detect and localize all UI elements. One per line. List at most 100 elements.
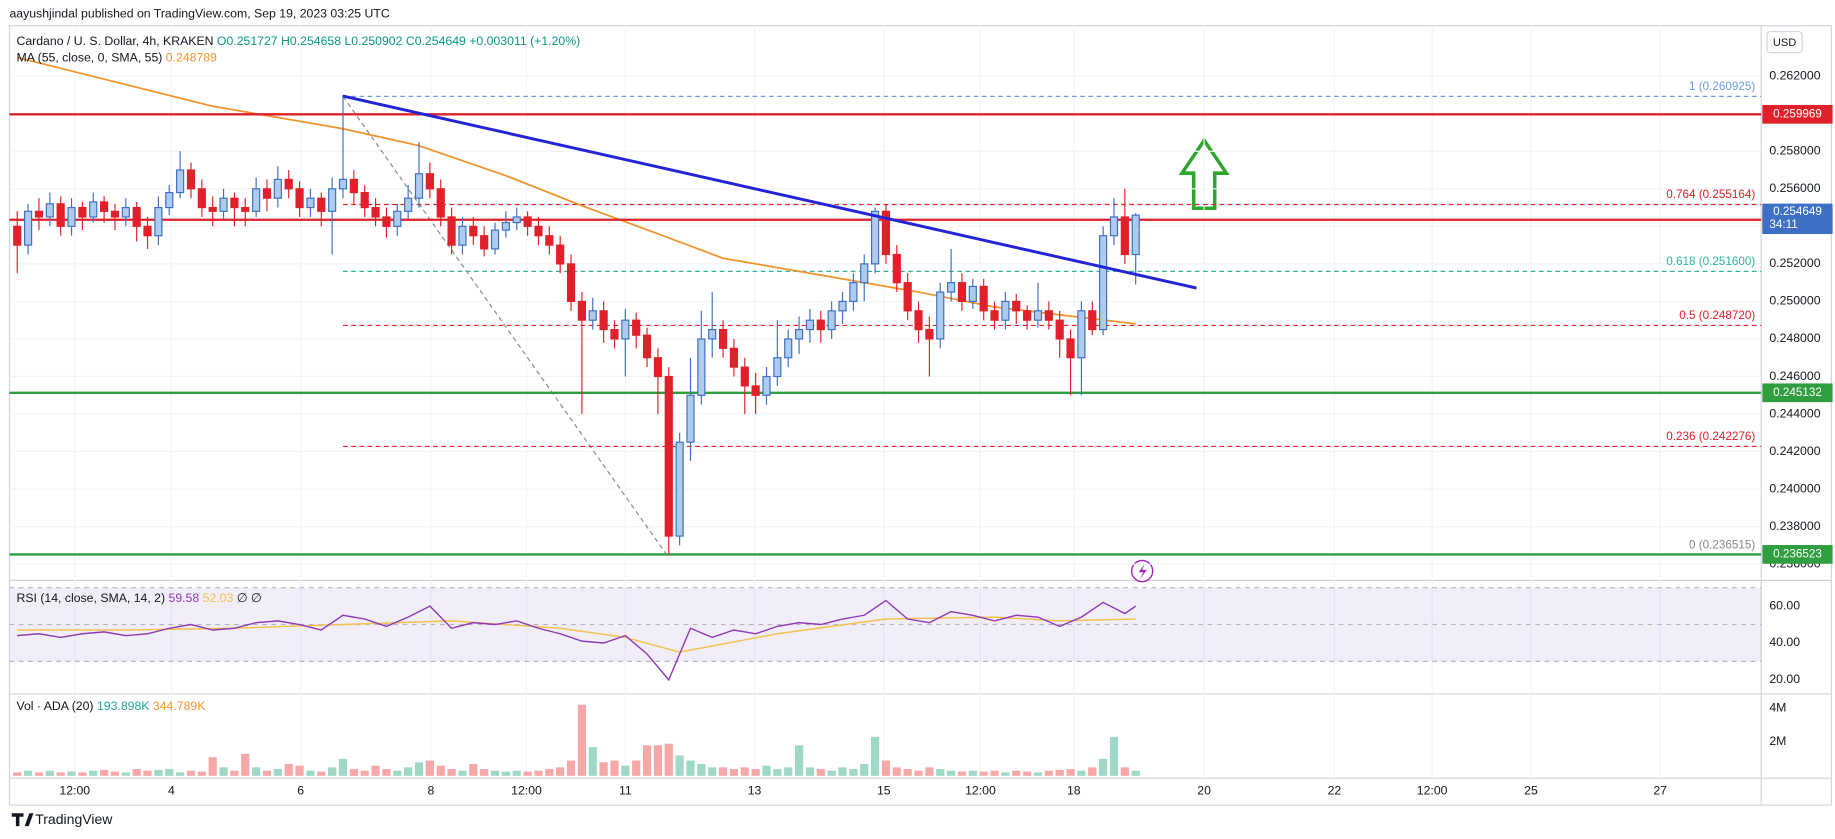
x-tick-label: 12:00 (511, 783, 542, 797)
volume-value: 193.898K (97, 699, 150, 713)
candle-body (501, 222, 510, 231)
candle-body (262, 188, 272, 199)
candle-body (490, 229, 500, 250)
volume-bar (186, 770, 196, 776)
volume-bar (610, 760, 619, 776)
candle-body (208, 206, 217, 212)
volume-tick-label: 2M (1769, 734, 1786, 748)
volume-bar (230, 770, 239, 776)
volume-bar (176, 772, 185, 776)
candle-body (1033, 310, 1043, 321)
volume-bar (762, 765, 771, 776)
x-tick-label: 12:00 (1417, 783, 1448, 797)
volume-bar (393, 770, 402, 776)
volume-bar (1120, 767, 1129, 776)
candle-body (132, 206, 141, 227)
candle-body (1077, 310, 1086, 359)
footer-brand: TradingView (35, 811, 113, 827)
rsi-tick-label: 20.00 (1769, 672, 1800, 686)
y-tick-label: 0.246000 (1769, 369, 1820, 383)
price-tag-value: 0.254649 (1773, 205, 1822, 218)
volume-bar (501, 771, 510, 776)
candle-body (100, 201, 109, 212)
candle-body (708, 328, 717, 340)
volume-bar (295, 765, 304, 776)
ma-value: 0.248789 (166, 51, 217, 65)
fib-label: 0.5 (0.248720) (1679, 309, 1755, 322)
currency-button[interactable] (1766, 31, 1803, 54)
candle-body (1055, 319, 1064, 340)
volume-bar (414, 762, 424, 776)
volume-bar (903, 769, 912, 776)
candle-body (729, 347, 739, 368)
volume-bar (56, 772, 65, 776)
candle-body (1066, 338, 1075, 359)
volume-bar (957, 771, 967, 776)
volume-bar (34, 772, 44, 776)
volume-bar (317, 771, 326, 776)
fib-connector (342, 96, 668, 555)
volume-bar (697, 763, 706, 776)
x-tick-label: 27 (1653, 783, 1667, 797)
volume-bar (545, 769, 554, 776)
candle-body (219, 197, 228, 212)
candle-body (947, 282, 956, 293)
volume-bar (566, 760, 576, 776)
volume-bar (708, 767, 717, 776)
volume-bar (577, 704, 586, 776)
volume-bar (773, 769, 782, 776)
candle-body (56, 203, 65, 227)
candle-body (89, 201, 98, 218)
candle-body (295, 188, 304, 209)
ohlc-values: O0.251727 H0.254658 L0.250902 C0.254649 … (217, 34, 580, 48)
candle-body (762, 375, 771, 396)
x-tick-label: 25 (1524, 783, 1538, 797)
candle-body (870, 210, 880, 265)
volume-bar (881, 760, 891, 776)
y-tick-label: 0.258000 (1769, 144, 1820, 158)
volume-bar (556, 767, 565, 776)
x-tick-label: 18 (1067, 783, 1081, 797)
volume-bar (805, 767, 815, 776)
volume-bar (642, 745, 652, 776)
volume-bar (1001, 772, 1010, 776)
candle-body (306, 197, 315, 209)
candle-body (664, 375, 673, 537)
volume-bar (360, 770, 369, 776)
fib-label: 0 (0.236515) (1689, 538, 1755, 551)
candle-body (176, 169, 185, 194)
candle-body (241, 206, 250, 212)
volume-bar (1066, 769, 1075, 776)
ma-legend: MA (55, close, 0, SMA, 55) 0.248789 (16, 51, 217, 65)
candle-body (480, 235, 489, 250)
candle-body (393, 210, 402, 227)
volume-bar (1033, 772, 1043, 776)
chart-frame (8, 25, 1832, 806)
volume-bar (23, 770, 33, 776)
symbol-legend: Cardano / U. S. Dollar, 4h, KRAKEN O0.25… (16, 34, 580, 48)
volume-bar (1109, 736, 1119, 776)
logo (11, 813, 34, 827)
volume-bar (241, 753, 250, 776)
rsi-label: RSI (14, close, SMA, 14, 2) (16, 591, 165, 605)
x-tick-label: 12:00 (59, 783, 90, 797)
volume-bar (262, 770, 272, 776)
y-tick-label: 0.256000 (1769, 181, 1820, 195)
candle-body (273, 178, 282, 199)
volume-bar (664, 743, 673, 776)
candle-body (197, 188, 206, 209)
candle-body (588, 310, 597, 321)
y-tick-label: 0.242000 (1769, 444, 1820, 458)
volume-bar (729, 769, 739, 776)
candle-body (143, 225, 152, 237)
candle-body (751, 385, 760, 396)
volume-bar (1012, 770, 1021, 776)
volume-bar (990, 770, 999, 776)
x-tick-label: 8 (428, 783, 435, 797)
candle-body (632, 319, 641, 336)
candle-body (34, 210, 44, 218)
candle-body (1120, 216, 1129, 256)
x-tick-label: 11 (619, 783, 632, 797)
candle-body (610, 328, 619, 340)
